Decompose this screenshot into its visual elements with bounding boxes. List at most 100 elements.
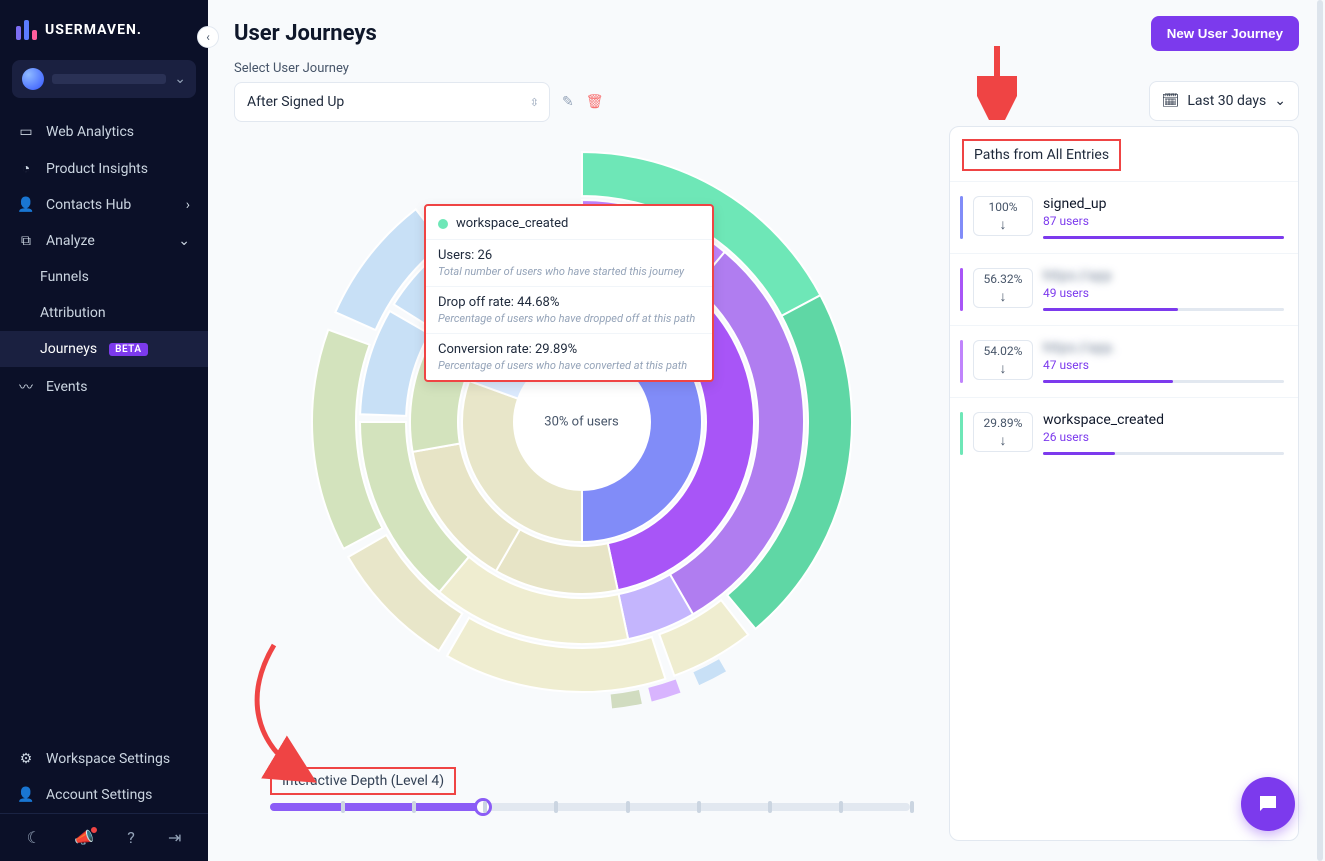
nav-contacts-hub[interactable]: 👤 Contacts Hub › xyxy=(0,187,208,223)
logout-icon[interactable]: ⇥ xyxy=(168,828,181,847)
clock-icon: ◔ xyxy=(18,160,34,177)
tooltip-title: workspace_created xyxy=(456,216,568,231)
path-users: 49 users xyxy=(1043,286,1284,300)
workspace-avatar xyxy=(22,68,44,90)
path-percent: 54.02%↓ xyxy=(973,340,1033,380)
paths-title: Paths from All Entries xyxy=(962,139,1121,171)
nav-label: Workspace Settings xyxy=(46,751,170,767)
path-stripe xyxy=(960,340,963,383)
chevron-down-icon: ⌄ xyxy=(178,233,190,249)
megaphone-icon[interactable]: 📣 xyxy=(74,828,94,847)
nav-events[interactable]: 〰 Events xyxy=(0,367,208,407)
page-header: User Journeys New User Journey xyxy=(208,0,1325,61)
new-journey-button[interactable]: New User Journey xyxy=(1151,16,1299,51)
sidebar-bottom-bar: ☾ 📣 ? ⇥ xyxy=(0,813,208,861)
notification-dot xyxy=(90,826,98,834)
nav-label: Events xyxy=(46,379,87,395)
nav-label: Contacts Hub xyxy=(46,197,131,213)
depth-control: Interactive Depth (Level 4) xyxy=(270,767,910,811)
user-icon: 👤 xyxy=(18,197,34,213)
select-journey-label: Select User Journey xyxy=(234,61,604,76)
help-icon[interactable]: ? xyxy=(127,828,135,847)
beta-badge: BETA xyxy=(109,343,147,356)
selected-journey: After Signed Up xyxy=(247,94,344,110)
tooltip-dropoff: Drop off rate: 44.68% xyxy=(438,295,700,310)
path-users: 26 users xyxy=(1043,430,1284,444)
path-item[interactable]: 100%↓ signed_up 87 users xyxy=(950,181,1298,253)
brand-region: USERMAVEN. ‹ xyxy=(0,0,208,52)
updown-icon: ⇳ xyxy=(530,97,539,108)
logo-mark xyxy=(16,20,37,40)
sidebar-footer: ⚙ Workspace Settings 👤 Account Settings … xyxy=(0,733,208,861)
path-body: https://app. 47 users xyxy=(1043,340,1284,383)
main: User Journeys New User Journey Select Us… xyxy=(208,0,1325,861)
page-controls: Select User Journey After Signed Up ⇳ ✎ … xyxy=(208,61,1325,122)
nav-label: Funnels xyxy=(40,269,89,285)
chart-area: 30% of users workspace_created Users: 26… xyxy=(234,132,929,841)
path-percent: 56.32%↓ xyxy=(973,268,1033,308)
path-name: workspace_created xyxy=(1043,412,1284,428)
journey-select[interactable]: After Signed Up ⇳ xyxy=(234,82,550,122)
nav-label: Account Settings xyxy=(46,787,152,803)
path-name: signed_up xyxy=(1043,196,1284,212)
sidebar-nav: ▭ Web Analytics ◔ Product Insights 👤 Con… xyxy=(0,114,208,733)
user-gear-icon: 👤 xyxy=(18,787,34,803)
content: 30% of users workspace_created Users: 26… xyxy=(208,122,1325,861)
path-item[interactable]: 56.32%↓ https://app 49 users xyxy=(950,253,1298,325)
page-title: User Journeys xyxy=(234,21,377,46)
annotation-arrow-paths xyxy=(977,40,1017,120)
chevron-right-icon: › xyxy=(186,197,190,213)
edit-journey-button[interactable]: ✎ xyxy=(562,94,574,110)
paths-panel: Paths from All Entries 100%↓ signed_up 8… xyxy=(949,126,1299,841)
tooltip-users-desc: Total number of users who have started t… xyxy=(438,265,700,278)
nav-label: Product Insights xyxy=(46,161,148,177)
tooltip-conversion-desc: Percentage of users who have converted a… xyxy=(438,359,700,372)
chevron-down-icon: ⌄ xyxy=(1274,93,1286,109)
path-percent: 29.89%↓ xyxy=(973,412,1033,452)
chart-tooltip: workspace_created Users: 26 Total number… xyxy=(424,204,714,382)
workspace-selector[interactable]: ⌄ xyxy=(12,60,196,98)
nav-account-settings[interactable]: 👤 Account Settings xyxy=(0,777,208,813)
nav-label: Web Analytics xyxy=(46,124,134,140)
workspace-name-redacted xyxy=(52,74,166,84)
chat-fab[interactable] xyxy=(1241,777,1295,831)
paths-list: 100%↓ signed_up 87 users 56.32%↓ https:/… xyxy=(950,181,1298,469)
chart-icon: ⧉ xyxy=(18,233,34,249)
scrollbar[interactable] xyxy=(1317,0,1323,861)
chat-icon xyxy=(1256,792,1280,816)
path-body: https://app 49 users xyxy=(1043,268,1284,311)
path-name: https://app xyxy=(1043,268,1284,284)
gear-icon: ⚙ xyxy=(18,751,34,767)
tooltip-dot xyxy=(438,219,448,229)
path-item[interactable]: 54.02%↓ https://app. 47 users xyxy=(950,325,1298,397)
tooltip-conversion: Conversion rate: 29.89% xyxy=(438,342,700,357)
path-stripe xyxy=(960,412,963,455)
path-users: 87 users xyxy=(1043,214,1284,228)
annotation-arrow-depth xyxy=(224,635,334,795)
browser-icon: ▭ xyxy=(18,124,34,140)
path-stripe xyxy=(960,268,963,311)
nav-attribution[interactable]: Attribution xyxy=(0,295,208,331)
nav-web-analytics[interactable]: ▭ Web Analytics xyxy=(0,114,208,150)
nav-funnels[interactable]: Funnels xyxy=(0,259,208,295)
nav-label: Analyze xyxy=(46,233,95,249)
nav-workspace-settings[interactable]: ⚙ Workspace Settings xyxy=(0,741,208,777)
sidebar: USERMAVEN. ‹ ⌄ ▭ Web Analytics ◔ Product… xyxy=(0,0,208,861)
nav-journeys[interactable]: Journeys BETA xyxy=(0,331,208,367)
chart-center-label: 30% of users xyxy=(544,415,618,430)
path-item[interactable]: 29.89%↓ workspace_created 26 users xyxy=(950,397,1298,469)
delete-journey-button[interactable]: 🗑 xyxy=(586,94,604,110)
path-percent: 100%↓ xyxy=(973,196,1033,236)
moon-icon[interactable]: ☾ xyxy=(27,828,41,847)
date-range-button[interactable]: 🗓 Last 30 days ⌄ xyxy=(1149,81,1299,121)
nav-product-insights[interactable]: ◔ Product Insights xyxy=(0,150,208,187)
path-stripe xyxy=(960,196,963,239)
path-users: 47 users xyxy=(1043,358,1284,372)
nav-analyze[interactable]: ⧉ Analyze ⌄ xyxy=(0,223,208,259)
nav-label: Attribution xyxy=(40,305,106,321)
tooltip-dropoff-desc: Percentage of users who have dropped off… xyxy=(438,312,700,325)
depth-slider[interactable] xyxy=(270,803,910,811)
path-body: signed_up 87 users xyxy=(1043,196,1284,239)
logo-text: USERMAVEN. xyxy=(45,22,142,38)
date-label: Last 30 days xyxy=(1187,93,1266,109)
